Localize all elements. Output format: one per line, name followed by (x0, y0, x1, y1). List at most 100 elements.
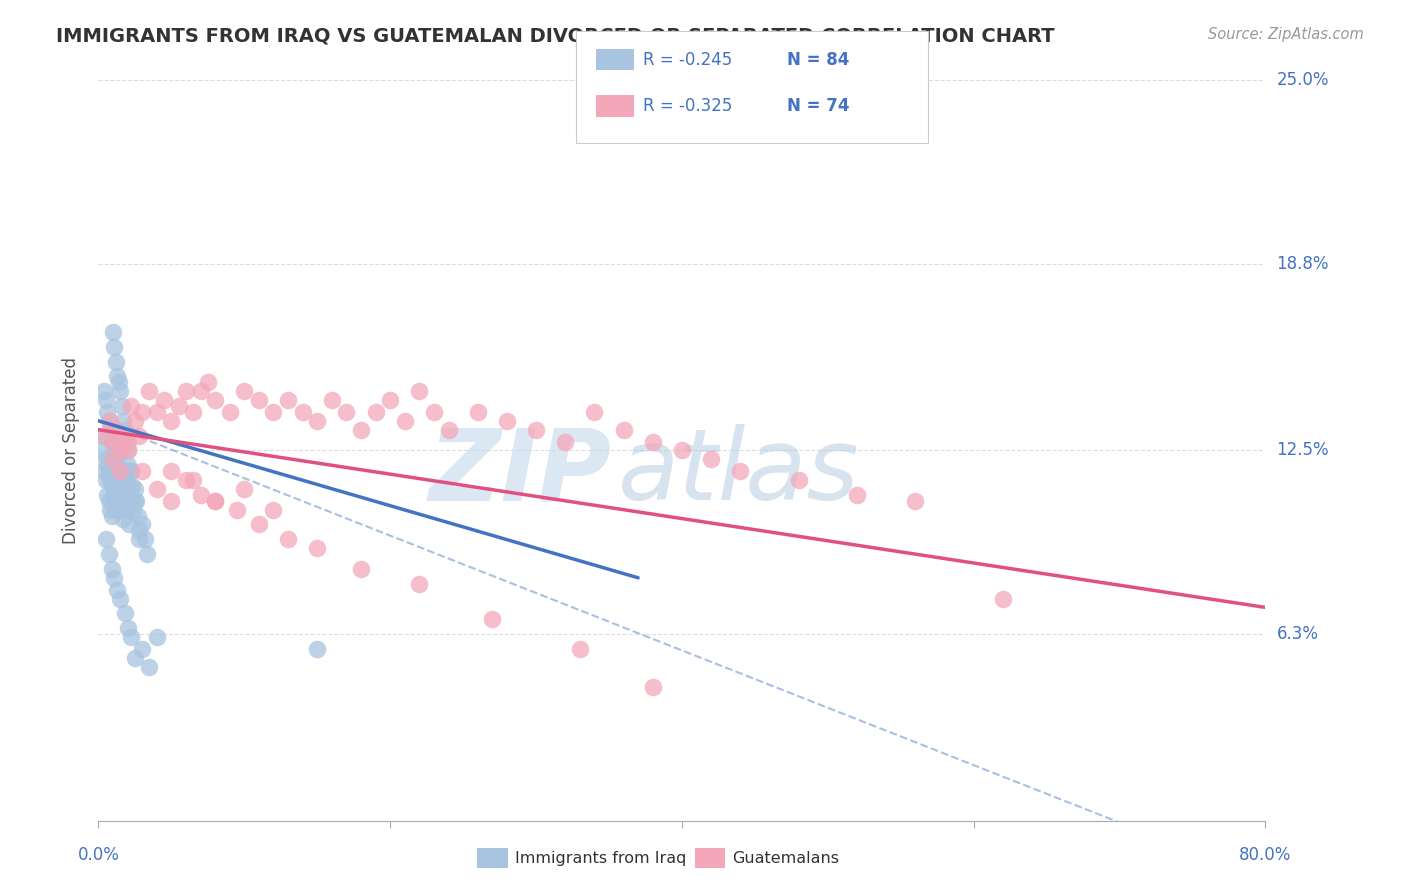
Point (128, 524, 150, 538)
Point (103, 571, 125, 585)
Point (121, 479, 143, 493)
Point (110, 464, 132, 478)
Text: Immigrants from Iraq: Immigrants from Iraq (515, 851, 686, 865)
Point (131, 405, 153, 419)
Point (554, 434, 576, 449)
Point (105, 488, 128, 502)
Point (96, 405, 118, 419)
Point (423, 405, 446, 419)
Point (181, 473, 204, 487)
Point (181, 405, 204, 419)
Point (94, 428, 117, 442)
Point (350, 562, 373, 576)
Point (197, 376, 219, 390)
Point (115, 473, 138, 487)
Point (135, 547, 157, 561)
Point (641, 681, 664, 695)
Point (105, 452, 128, 467)
Point (124, 493, 146, 508)
Point (233, 482, 256, 496)
Point (846, 488, 869, 502)
Point (204, 493, 226, 508)
Point (335, 405, 357, 419)
Point (146, 482, 169, 496)
Text: Source: ZipAtlas.com: Source: ZipAtlas.com (1208, 27, 1364, 42)
Point (98, 414, 121, 428)
Point (111, 399, 134, 413)
Text: R = -0.325: R = -0.325 (643, 97, 733, 115)
Point (120, 464, 142, 478)
Point (138, 384, 160, 399)
Y-axis label: Divorced or Separated: Divorced or Separated (62, 357, 80, 544)
Point (350, 423, 373, 437)
Point (233, 384, 256, 399)
Point (408, 576, 430, 591)
Point (93, 384, 115, 399)
Point (103, 482, 125, 496)
Point (104, 502, 127, 516)
Point (100, 508, 122, 523)
Point (131, 641, 153, 656)
Text: N = 74: N = 74 (787, 97, 849, 115)
Point (94, 393, 117, 408)
Point (110, 443, 132, 458)
Point (146, 405, 169, 419)
Point (160, 493, 183, 508)
Point (124, 414, 146, 428)
Point (118, 482, 141, 496)
Point (131, 464, 153, 478)
Point (96, 458, 118, 473)
Point (307, 414, 329, 428)
Point (174, 473, 197, 487)
Point (114, 464, 136, 478)
Text: R = -0.245: R = -0.245 (643, 51, 731, 69)
Point (101, 325, 124, 339)
Point (568, 641, 591, 656)
Point (114, 423, 136, 437)
Point (110, 482, 132, 496)
Point (496, 414, 519, 428)
Point (153, 393, 176, 408)
Point (117, 488, 139, 502)
Point (117, 434, 139, 449)
Point (111, 502, 134, 516)
Point (117, 621, 139, 635)
Text: Guatemalans: Guatemalans (733, 851, 839, 865)
Point (101, 452, 124, 467)
Point (98, 423, 121, 437)
Point (101, 493, 124, 508)
Point (190, 384, 212, 399)
Text: 18.8%: 18.8% (1277, 255, 1329, 273)
Point (94, 533, 117, 547)
Point (247, 517, 270, 532)
Point (262, 502, 284, 516)
Point (120, 399, 142, 413)
Point (105, 582, 128, 597)
Point (97, 493, 120, 508)
Point (110, 591, 132, 606)
Point (110, 384, 132, 399)
Point (94, 452, 117, 467)
Point (112, 511, 135, 525)
Point (112, 482, 135, 496)
Point (138, 659, 160, 673)
Point (437, 423, 460, 437)
Point (112, 414, 135, 428)
Text: 25.0%: 25.0% (1277, 71, 1329, 89)
Point (103, 458, 125, 473)
Text: ZIP: ZIP (429, 425, 612, 521)
Point (108, 493, 131, 508)
Point (583, 405, 606, 419)
Point (100, 562, 122, 576)
Point (114, 607, 136, 621)
Point (128, 428, 150, 442)
Point (131, 517, 153, 532)
Point (122, 502, 145, 516)
Point (101, 434, 124, 449)
Point (641, 434, 664, 449)
Point (104, 443, 127, 458)
Point (612, 423, 634, 437)
Point (117, 443, 139, 458)
Point (204, 493, 226, 508)
Text: 80.0%: 80.0% (1239, 846, 1292, 863)
